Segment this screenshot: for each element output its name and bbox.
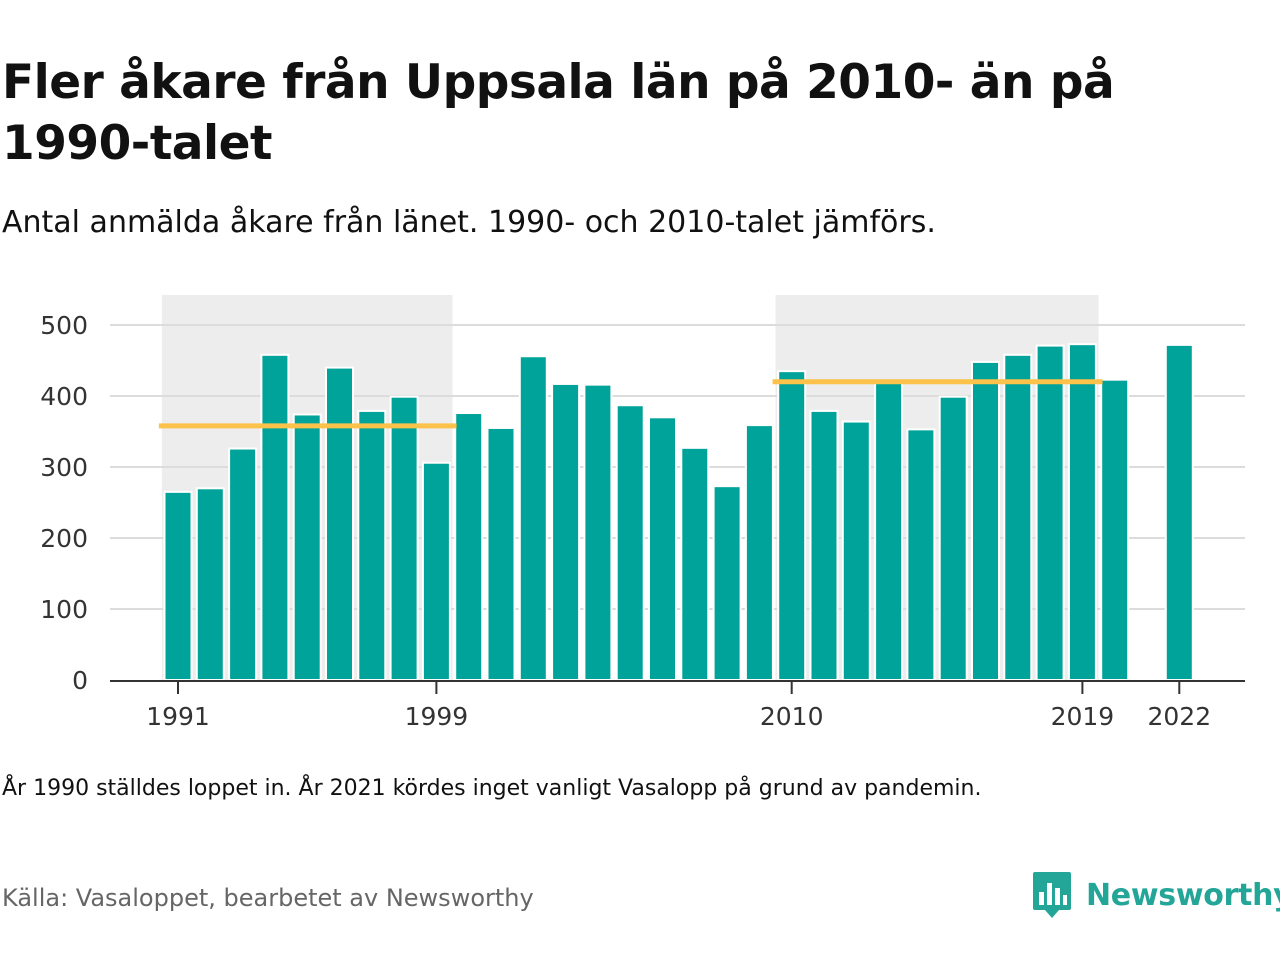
bar-1994	[260, 353, 290, 681]
bar-1999	[421, 461, 451, 681]
bar-2003	[551, 382, 581, 682]
bar-2014	[906, 428, 936, 681]
bar-1998	[389, 395, 419, 682]
y-tick-label: 500	[40, 311, 88, 340]
x-tick-label: 1999	[405, 702, 469, 731]
bar-2007	[680, 446, 710, 681]
bar-1992	[195, 487, 225, 681]
bar-2020	[1100, 378, 1130, 681]
bar-2022	[1164, 343, 1194, 681]
bar-2000	[454, 412, 484, 681]
bar-1993	[228, 447, 258, 681]
bar-2006	[648, 416, 677, 682]
bar-2017	[1003, 353, 1033, 681]
bar-2010	[777, 370, 807, 682]
bar-2015	[938, 395, 968, 682]
bar-2013	[874, 380, 904, 682]
chart-subtitle: Antal anmälda åkare från länet. 1990- oc…	[2, 205, 936, 240]
bar-2009	[744, 424, 774, 681]
y-tick-label: 400	[40, 382, 88, 411]
y-tick-label: 200	[40, 524, 88, 553]
x-tick-label: 2022	[1147, 702, 1211, 731]
bar-2019	[1067, 343, 1097, 681]
y-tick-label: 300	[40, 453, 88, 482]
x-tick-label: 1991	[146, 702, 210, 731]
footnote: År 1990 ställdes loppet in. År 2021 körd…	[2, 776, 982, 801]
y-tick-label: 0	[72, 666, 88, 695]
bar-chart: 0 100 200 300 400 500 1991 1999 2010 2019 2022	[40, 295, 1245, 731]
bar-1997	[357, 409, 387, 681]
newsworthy-chart-bubble-icon	[1033, 872, 1071, 918]
x-tick-label: 2010	[760, 702, 824, 731]
bar-2016	[971, 360, 1000, 681]
bar-1991	[163, 490, 193, 681]
bar-2002	[518, 355, 548, 682]
y-tick-label: 100	[40, 595, 88, 624]
newsworthy-logo-text: Newsworthy	[1086, 877, 1280, 913]
bar-1996	[325, 366, 354, 681]
bar-2004	[583, 383, 613, 681]
bar-1995	[292, 413, 322, 682]
bar-2005	[615, 404, 645, 681]
bar-2018	[1035, 344, 1065, 681]
newsworthy-logo: Newsworthy	[1032, 870, 1280, 920]
bar-2012	[841, 420, 871, 681]
x-tick-label: 2019	[1051, 702, 1115, 731]
source-text: Källa: Vasaloppet, bearbetet av Newswort…	[2, 884, 534, 912]
bar-2001	[486, 426, 516, 681]
chart-title: Fler åkare från Uppsala län på 2010- än …	[2, 55, 1115, 171]
bar-2008	[712, 485, 742, 681]
bar-2011	[809, 409, 839, 681]
